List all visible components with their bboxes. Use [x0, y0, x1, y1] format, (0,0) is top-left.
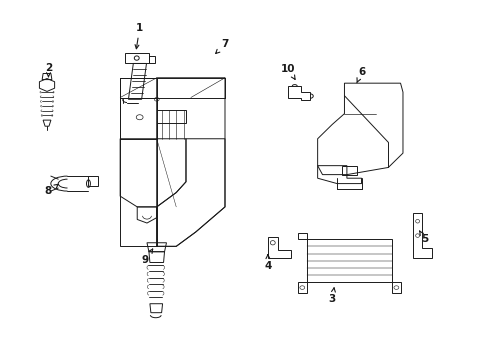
- Text: 8: 8: [45, 184, 58, 197]
- Text: 7: 7: [215, 40, 228, 54]
- Text: 10: 10: [281, 64, 295, 80]
- Text: 5: 5: [419, 231, 427, 244]
- Text: 6: 6: [356, 67, 365, 83]
- Text: 4: 4: [264, 255, 271, 271]
- Text: 1: 1: [135, 23, 143, 49]
- Text: 2: 2: [45, 63, 52, 77]
- Text: 3: 3: [328, 288, 335, 304]
- Text: 9: 9: [142, 249, 152, 265]
- Bar: [306, 239, 391, 282]
